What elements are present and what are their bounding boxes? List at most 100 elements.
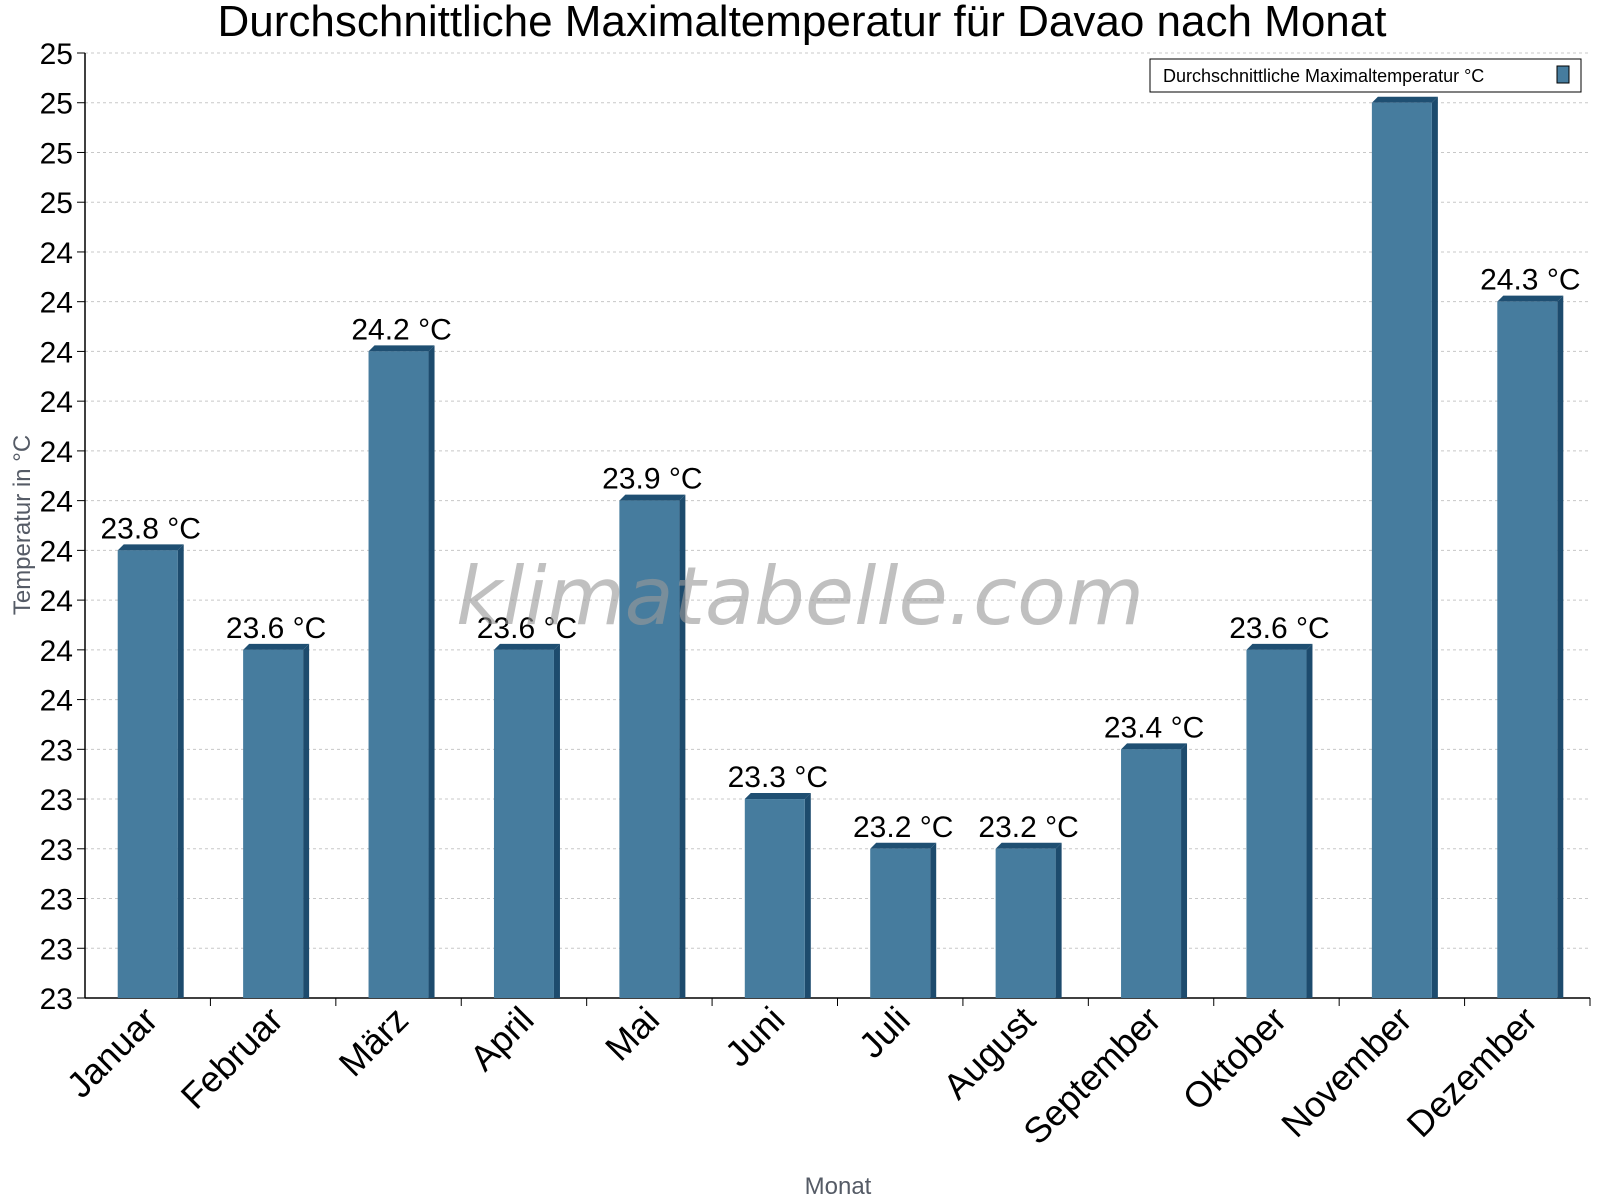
data-labels: 23.8 °C 23.6 °C 24.2 °C 23.6 °C 23.9 °C 23.3 …: [101, 65, 1581, 844]
legend-swatch: [1556, 65, 1570, 84]
y-tick-label: 24: [40, 386, 73, 419]
data-label: 23.9 °C: [602, 463, 702, 496]
bar-side: [1431, 96, 1438, 999]
data-label: 23.2 °C: [853, 811, 953, 844]
bar-top: [1371, 96, 1438, 103]
y-tick-label: 24: [40, 585, 73, 618]
x-tick-label: Mai: [597, 999, 667, 1069]
y-tick-label: 24: [40, 287, 73, 320]
bar-front: [995, 848, 1056, 998]
grid-lines: [85, 52, 1590, 999]
bar-front: [117, 550, 178, 998]
x-tick-label: Januar: [59, 999, 166, 1106]
bar-top: [368, 345, 435, 352]
y-tick-label: 23: [40, 933, 73, 966]
y-tick-label: 25: [40, 187, 73, 220]
bar-top: [117, 544, 184, 551]
bar-front: [1246, 649, 1307, 998]
bar-side: [804, 793, 811, 998]
data-label: 23.6 °C: [477, 612, 577, 645]
y-tick-label: 24: [40, 436, 73, 469]
bar-12: [1497, 295, 1564, 998]
bar-side: [1306, 643, 1313, 998]
bar-front: [870, 848, 931, 998]
data-label: 24.3 °C: [1480, 264, 1580, 297]
bar-top: [995, 842, 1062, 849]
y-tick-label: 23: [40, 983, 73, 1016]
bar-side: [679, 494, 686, 998]
bar-front: [493, 649, 554, 998]
bar-top: [744, 793, 811, 800]
y-tick-label: 24: [40, 486, 73, 519]
y-tick-label: 24: [40, 535, 73, 568]
watermark: klimatabelle.com: [456, 550, 1144, 643]
x-tick-label: November: [1273, 999, 1419, 1145]
x-tick-label: April: [462, 999, 542, 1079]
y-tick-label: 23: [40, 834, 73, 867]
bar-5: [619, 494, 686, 998]
bar-side: [1055, 842, 1062, 998]
x-tick-label: August: [935, 999, 1043, 1107]
bar-top: [619, 494, 686, 501]
bar-side: [1557, 295, 1564, 998]
bar-10: [1246, 643, 1313, 998]
bar-top: [1497, 295, 1564, 302]
bar-front: [744, 799, 805, 998]
x-tick-label: September: [1015, 999, 1169, 1153]
y-tick-label: 23: [40, 884, 73, 917]
bar-4: [493, 643, 560, 998]
data-label: 24.2 °C: [351, 313, 451, 346]
x-tick-label: Dezember: [1399, 999, 1545, 1145]
y-tick-label: 23: [40, 734, 73, 767]
bar-front: [368, 351, 429, 999]
bar-top: [870, 842, 937, 849]
y-tick-label: 25: [40, 137, 73, 170]
bar-side: [930, 842, 937, 998]
y-tick-label: 25: [40, 38, 73, 71]
bar-front: [243, 649, 304, 998]
x-tick-label: Februar: [173, 999, 291, 1117]
legend: Durchschnittliche Maximaltemperatur °C: [1149, 58, 1582, 93]
bar-9: [1121, 743, 1188, 998]
x-tick-label: Juli: [851, 999, 918, 1066]
bar-side: [553, 643, 560, 998]
x-tick-labels: Januar Februar März April Mai Juni Juli AugustS…: [59, 999, 1545, 1153]
bar-6: [744, 793, 811, 998]
bar-side: [428, 345, 435, 999]
data-label: 23.6 °C: [226, 612, 326, 645]
bar-7: [870, 842, 937, 998]
y-tick-label: 24: [40, 685, 73, 718]
y-tick-label: 24: [40, 237, 73, 270]
data-label: 23.6 °C: [1229, 612, 1329, 645]
bar-1: [117, 544, 184, 998]
bar-side: [303, 643, 310, 998]
y-tick-label: 24: [40, 635, 73, 668]
x-axis-label: Monat: [805, 1173, 872, 1200]
y-axis-label: Temperatur in °C: [9, 435, 36, 615]
axes: [77, 52, 1591, 1006]
x-tick-label: Juni: [717, 999, 793, 1075]
legend-box: [1149, 58, 1582, 93]
y-tick-label: 25: [40, 88, 73, 121]
bar-front: [1121, 749, 1182, 998]
bar-top: [1246, 643, 1313, 650]
bar-3: [368, 345, 435, 999]
y-tick-label: 23: [40, 784, 73, 817]
x-tick-label: März: [331, 999, 417, 1085]
data-label: 23.3 °C: [728, 761, 828, 794]
bar-11: [1371, 96, 1438, 999]
bar-top: [493, 643, 560, 650]
data-label: 23.8 °C: [101, 512, 201, 545]
bar-2: [243, 643, 310, 998]
bar-front: [1497, 301, 1558, 998]
chart-title: Durchschnittliche Maximaltemperatur für …: [218, 0, 1387, 46]
y-tick-labels: 23 23 23 23 23 23 24 24 24 24 24 24 24 24 24 24 25 25 25 25: [40, 38, 73, 1016]
bar-8: [995, 842, 1062, 998]
bar-top: [243, 643, 310, 650]
data-label: 23.2 °C: [978, 811, 1078, 844]
bars: [117, 96, 1564, 999]
legend-label: Durchschnittliche Maximaltemperatur °C: [1163, 66, 1484, 86]
bar-side: [1181, 743, 1188, 998]
bar-front: [1371, 102, 1432, 999]
